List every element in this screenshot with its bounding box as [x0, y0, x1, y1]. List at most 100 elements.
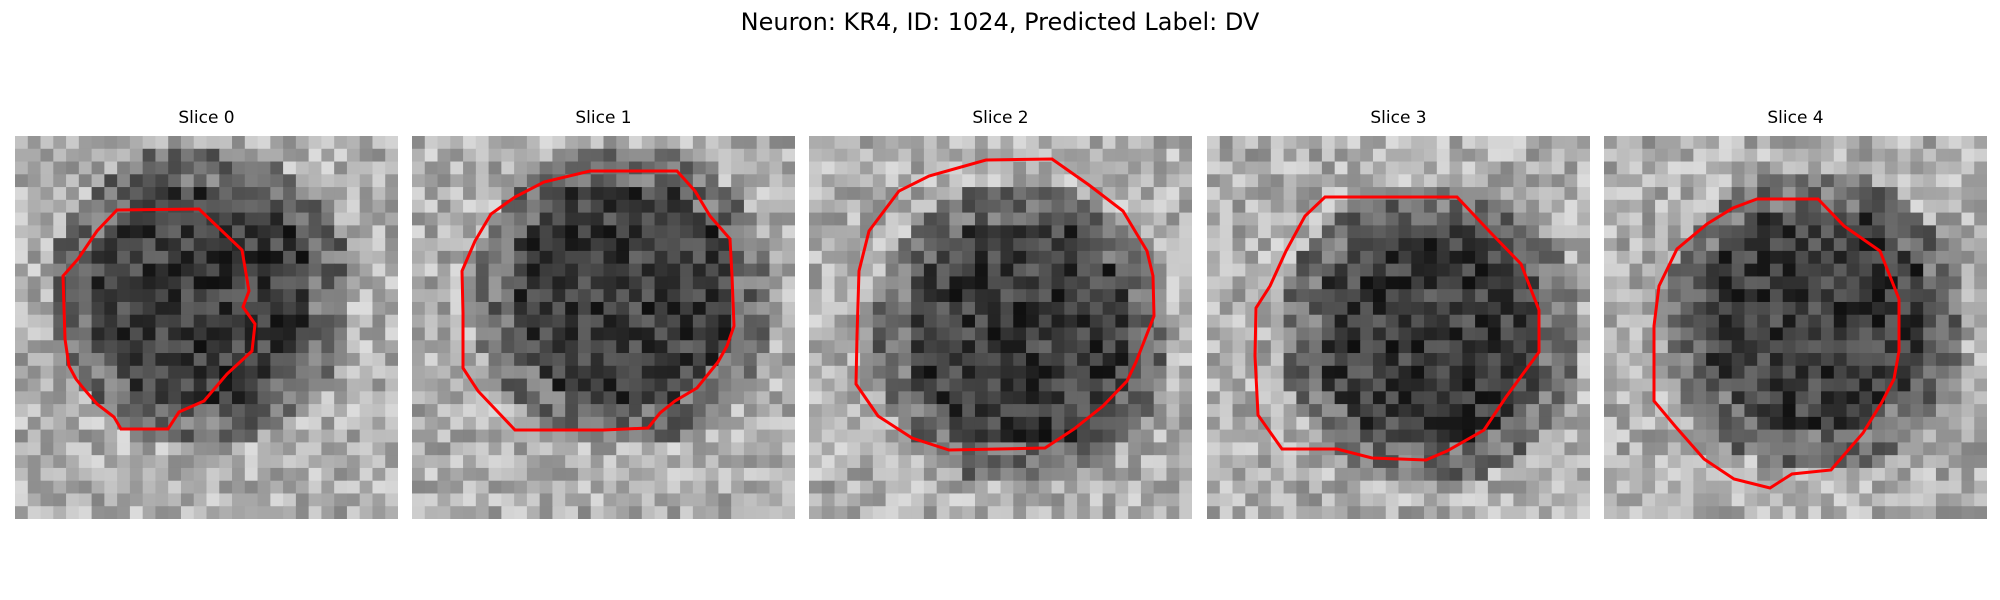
pixel — [936, 353, 951, 367]
pixel — [53, 238, 67, 252]
pixel — [257, 289, 271, 303]
pixel — [1604, 365, 1618, 380]
pixel — [1538, 263, 1553, 278]
pixel — [1398, 238, 1412, 252]
pixel — [78, 416, 93, 431]
pixel — [1207, 225, 1221, 239]
pixel — [936, 493, 951, 507]
pixel — [66, 276, 80, 290]
pixel — [1897, 161, 1911, 175]
pixel — [1897, 174, 1911, 188]
pixel — [756, 493, 771, 507]
pixel — [129, 225, 144, 239]
pixel — [1833, 276, 1848, 290]
pixel — [1884, 416, 1899, 431]
pixel — [168, 314, 182, 329]
pixel — [809, 480, 823, 495]
pixel — [705, 467, 719, 482]
pixel — [308, 340, 322, 354]
pixel — [898, 199, 912, 214]
pixel — [117, 327, 131, 341]
pixel — [1258, 225, 1272, 239]
pixel — [1153, 378, 1168, 392]
pixel — [412, 225, 426, 239]
pixel — [1961, 174, 1975, 188]
pixel — [104, 263, 118, 278]
pixel — [475, 263, 490, 278]
pixel — [424, 187, 439, 201]
pixel — [1948, 327, 1963, 341]
pixel — [1309, 429, 1323, 443]
pixel — [1166, 391, 1180, 405]
pixel — [1038, 276, 1053, 290]
pixel — [1153, 467, 1168, 482]
pixel — [1500, 506, 1514, 519]
pixel — [629, 365, 643, 380]
pixel — [1693, 365, 1707, 380]
pixel — [283, 506, 297, 519]
pixel — [1513, 187, 1527, 201]
pixel — [219, 212, 233, 226]
pixel — [654, 467, 668, 482]
pixel — [1782, 493, 1797, 507]
pixel — [1782, 250, 1797, 265]
pixel — [1270, 238, 1285, 252]
pixel — [923, 199, 938, 214]
pixel — [756, 467, 771, 482]
pixel — [1629, 174, 1643, 188]
pixel — [1718, 238, 1733, 252]
pixel — [526, 161, 541, 175]
pixel — [987, 353, 1002, 367]
pixel — [1296, 365, 1310, 380]
pixel — [1372, 416, 1387, 431]
pixel — [1642, 391, 1656, 405]
pixel — [257, 276, 271, 290]
pixel — [616, 391, 630, 405]
pixel — [437, 225, 451, 239]
pixel — [911, 212, 925, 226]
pixel — [1961, 136, 1975, 150]
pixel — [1859, 493, 1873, 507]
pixel — [308, 404, 322, 418]
pixel — [1693, 455, 1707, 469]
pixel — [821, 442, 836, 456]
pixel — [1833, 314, 1848, 329]
pixel — [168, 276, 182, 290]
pixel — [321, 250, 335, 265]
pixel — [334, 429, 348, 443]
pixel — [1961, 506, 1975, 519]
pixel — [501, 263, 515, 278]
pixel — [1089, 301, 1104, 316]
pixel — [180, 148, 195, 163]
pixel — [257, 314, 271, 329]
pixel — [78, 174, 93, 188]
pixel — [180, 506, 195, 519]
pixel — [1872, 301, 1886, 316]
pixel — [15, 416, 29, 431]
pixel — [295, 238, 310, 252]
pixel — [526, 442, 541, 456]
pixel — [1077, 187, 1091, 201]
pixel — [1449, 327, 1463, 341]
pixel — [1360, 148, 1374, 163]
pixel — [1974, 391, 1987, 405]
pixel — [1411, 327, 1425, 341]
pixel — [1833, 187, 1848, 201]
pixel — [1436, 467, 1451, 482]
pixel — [1449, 148, 1463, 163]
pixel — [1296, 455, 1310, 469]
pixel — [1821, 455, 1835, 469]
pixel — [860, 404, 874, 418]
pixel — [936, 199, 951, 214]
pixel — [1693, 467, 1707, 482]
pixel — [244, 174, 259, 188]
pixel — [295, 327, 310, 341]
pixel — [295, 225, 310, 239]
pixel — [680, 493, 694, 507]
pixel — [488, 148, 502, 163]
pixel — [1219, 404, 1234, 418]
pixel — [372, 136, 386, 150]
pixel — [1616, 506, 1631, 519]
pixel — [1153, 212, 1168, 226]
pixel — [834, 212, 848, 226]
